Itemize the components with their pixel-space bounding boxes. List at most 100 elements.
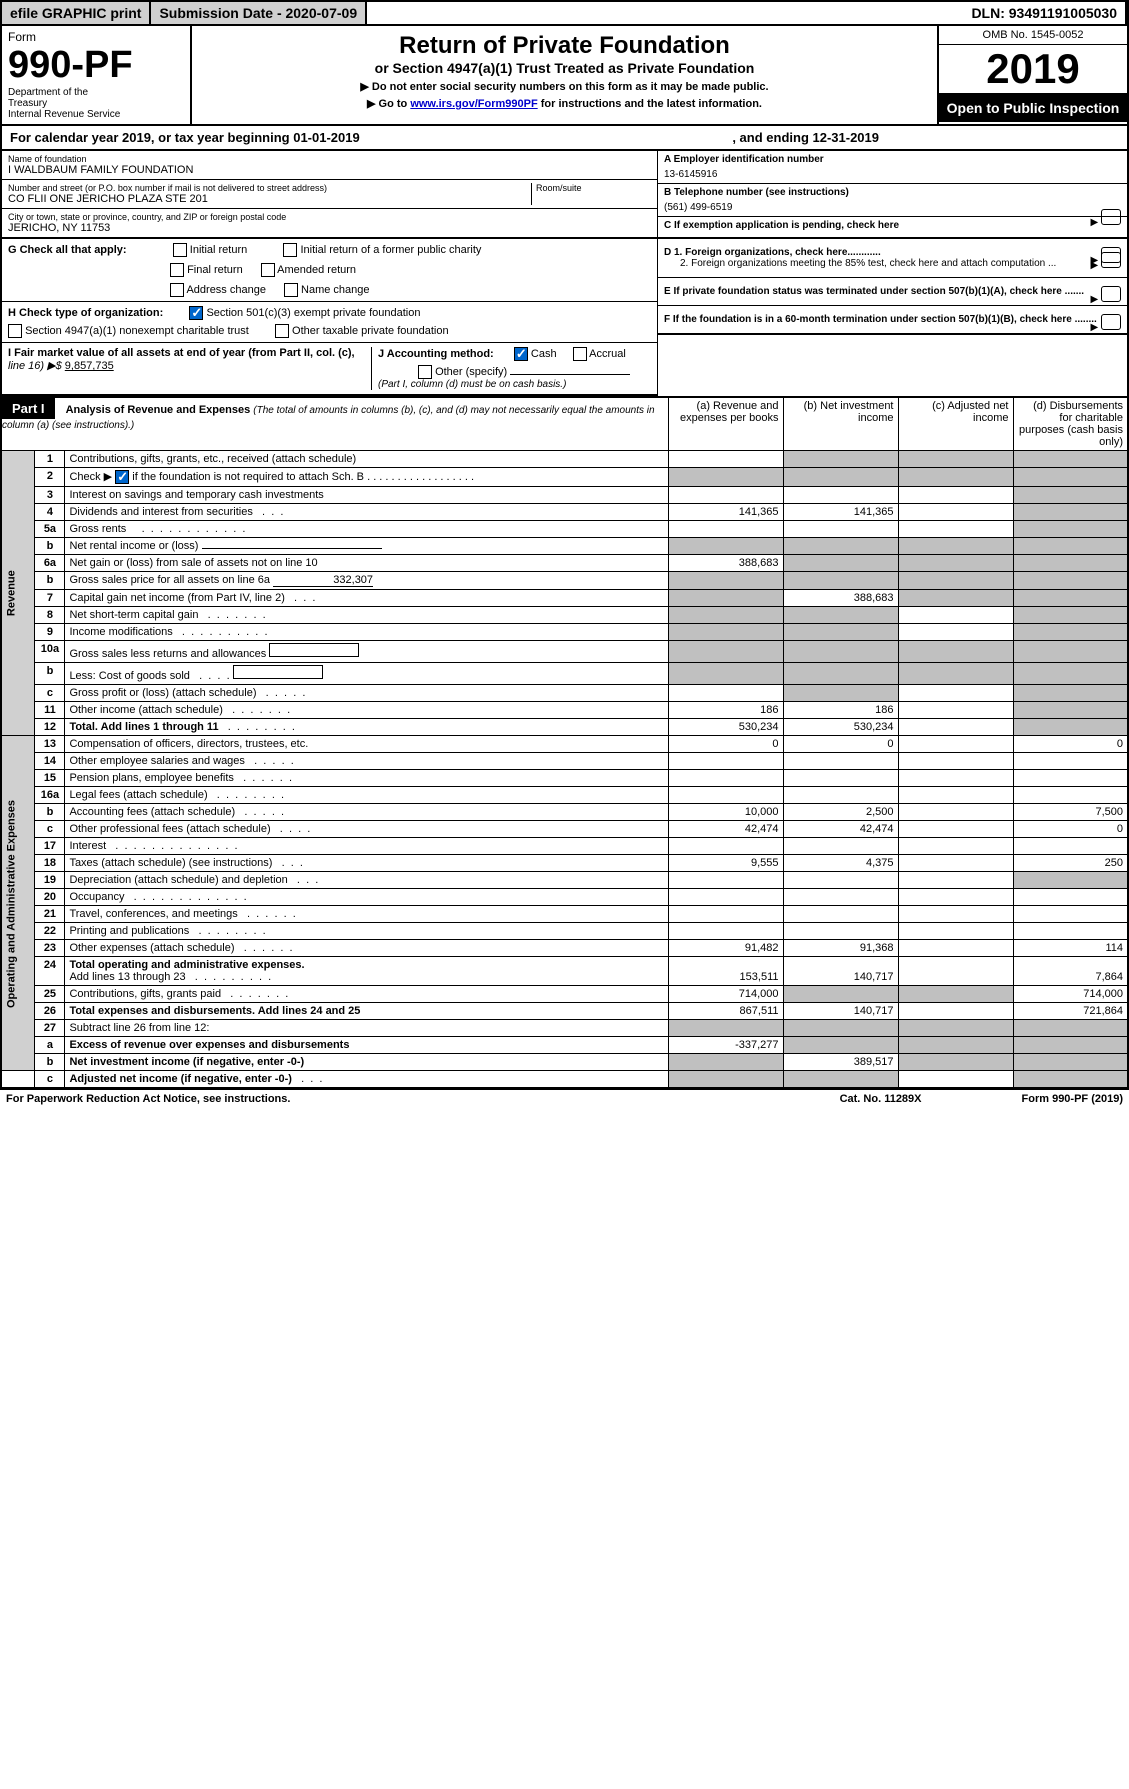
e-checkbox[interactable] <box>1101 286 1121 302</box>
line-27b: Net investment income (if negative, ente… <box>65 1054 668 1071</box>
tel-value: (561) 499-6519 <box>664 198 1121 213</box>
line-7: Capital gain net income (from Part IV, l… <box>65 590 668 607</box>
d2-checkbox[interactable] <box>1101 252 1121 268</box>
ein-value: 13-6145916 <box>664 165 1121 180</box>
top-bar: efile GRAPHIC print Submission Date - 20… <box>0 0 1129 26</box>
l12-b: 530,234 <box>783 719 898 736</box>
line-25: Contributions, gifts, grants paid . . . … <box>65 986 668 1003</box>
ein-label: A Employer identification number <box>664 154 1121 165</box>
j-note: (Part I, column (d) must be on cash basi… <box>378 379 651 390</box>
final-return-check[interactable] <box>170 263 184 277</box>
name-change-check[interactable] <box>284 283 298 297</box>
line-18: Taxes (attach schedule) (see instruction… <box>65 855 668 872</box>
name-label: Name of foundation <box>8 154 651 164</box>
omb-number: OMB No. 1545-0052 <box>939 26 1127 45</box>
room-label: Room/suite <box>536 183 651 193</box>
line-12: Total. Add lines 1 through 11 . . . . . … <box>65 719 668 736</box>
line-15: Pension plans, employee benefits . . . .… <box>65 770 668 787</box>
f-label: F If the foundation is in a 60-month ter… <box>664 314 1097 325</box>
city-state-zip: JERICHO, NY 11753 <box>8 222 651 234</box>
initial-return-check[interactable] <box>173 243 187 257</box>
line-4: Dividends and interest from securities .… <box>65 504 668 521</box>
line-22: Printing and publications . . . . . . . … <box>65 923 668 940</box>
line-2: Check ▶ if the foundation is not require… <box>65 468 668 487</box>
address: CO FLII ONE JERICHO PLAZA STE 201 <box>8 193 531 205</box>
info-block: Name of foundation I WALDBAUM FAMILY FOU… <box>0 151 1129 239</box>
dept-label: Department of theTreasuryInternal Revenu… <box>8 87 184 120</box>
line-16c: Other professional fees (attach schedule… <box>65 821 668 838</box>
line-23: Other expenses (attach schedule) . . . .… <box>65 940 668 957</box>
footer-formnum: Form 990-PF (2019) <box>1022 1093 1123 1105</box>
address-change-check[interactable] <box>170 283 184 297</box>
l12-a: 530,234 <box>668 719 783 736</box>
line-27c: Adjusted net income (if negative, enter … <box>65 1071 668 1089</box>
other-taxable-check[interactable] <box>275 324 289 338</box>
f-checkbox[interactable] <box>1101 314 1121 330</box>
i-line16: line 16) ▶$ <box>8 360 62 372</box>
form-note1: ▶ Do not enter social security numbers o… <box>198 80 931 93</box>
amended-return-check[interactable] <box>261 263 275 277</box>
line-20: Occupancy . . . . . . . . . . . . . <box>65 889 668 906</box>
line-19: Depreciation (attach schedule) and deple… <box>65 872 668 889</box>
city-label: City or town, state or province, country… <box>8 212 651 222</box>
line-16a: Legal fees (attach schedule) . . . . . .… <box>65 787 668 804</box>
footer-left: For Paperwork Reduction Act Notice, see … <box>6 1093 290 1105</box>
501c3-check[interactable] <box>189 306 203 320</box>
g-through-f-block: G Check all that apply: Initial return I… <box>0 239 1129 396</box>
4947-check[interactable] <box>8 324 22 338</box>
line-5a: Gross rents . . . . . . . . . . . . <box>65 521 668 538</box>
c-checkbox[interactable] <box>1101 209 1121 225</box>
other-method-check[interactable] <box>418 365 432 379</box>
revenue-label: Revenue <box>1 451 35 736</box>
calendar-year-row: For calendar year 2019, or tax year begi… <box>0 126 1129 151</box>
e-label: E If private foundation status was termi… <box>664 286 1084 297</box>
line-27: Subtract line 26 from line 12: <box>65 1020 668 1037</box>
col-b-head: (b) Net investment income <box>783 397 898 451</box>
tel-label: B Telephone number (see instructions) <box>664 187 1121 198</box>
g-label: G Check all that apply: <box>8 244 127 256</box>
l6a-a: 388,683 <box>668 555 783 572</box>
line-1: Contributions, gifts, grants, etc., rece… <box>65 451 668 468</box>
accrual-check[interactable] <box>573 347 587 361</box>
l11-b: 186 <box>783 702 898 719</box>
page-footer: For Paperwork Reduction Act Notice, see … <box>0 1089 1129 1108</box>
d2-label: 2. Foreign organizations meeting the 85%… <box>664 258 1121 269</box>
l11-a: 186 <box>668 702 783 719</box>
c-label: C If exemption application is pending, c… <box>664 220 899 231</box>
form-subtitle: or Section 4947(a)(1) Trust Treated as P… <box>198 60 931 76</box>
i-value: 9,857,735 <box>65 360 114 372</box>
line-10a: Gross sales less returns and allowances <box>65 641 668 663</box>
efile-label: efile GRAPHIC print <box>2 2 151 24</box>
open-to-public: Open to Public Inspection <box>939 94 1127 122</box>
dln: DLN: 93491191005030 <box>963 2 1127 24</box>
form-number: 990-PF <box>8 44 184 87</box>
part1-title: Analysis of Revenue and Expenses <box>66 404 251 416</box>
line-11: Other income (attach schedule) . . . . .… <box>65 702 668 719</box>
line-10b: Less: Cost of goods sold . . . . <box>65 663 668 685</box>
col-d-head: (d) Disbursements for charitable purpose… <box>1013 397 1128 451</box>
line-16b: Accounting fees (attach schedule) . . . … <box>65 804 668 821</box>
line-14: Other employee salaries and wages . . . … <box>65 753 668 770</box>
line-21: Travel, conferences, and meetings . . . … <box>65 906 668 923</box>
line-27a: Excess of revenue over expenses and disb… <box>65 1037 668 1054</box>
sch-b-check[interactable] <box>115 470 129 484</box>
part1-table: Part I Analysis of Revenue and Expenses … <box>0 396 1129 1089</box>
i-label: I Fair market value of all assets at end… <box>8 347 355 359</box>
l4-a: 141,365 <box>668 504 783 521</box>
col-c-head: (c) Adjusted net income <box>898 397 1013 451</box>
line-24: Total operating and administrative expen… <box>65 957 668 986</box>
line-9: Income modifications . . . . . . . . . . <box>65 624 668 641</box>
irs-link[interactable]: www.irs.gov/Form990PF <box>410 98 537 110</box>
form-title: Return of Private Foundation <box>198 32 931 60</box>
initial-former-check[interactable] <box>283 243 297 257</box>
line-6b: Gross sales price for all assets on line… <box>65 572 668 590</box>
col-a-head: (a) Revenue and expenses per books <box>668 397 783 451</box>
cash-check[interactable] <box>514 347 528 361</box>
j-label: J Accounting method: <box>378 348 494 360</box>
d1-label: D 1. Foreign organizations, check here..… <box>664 247 881 258</box>
line-26: Total expenses and disbursements. Add li… <box>65 1003 668 1020</box>
form-word: Form <box>8 30 184 44</box>
h-label: H Check type of organization: <box>8 307 163 319</box>
form-header: Form 990-PF Department of theTreasuryInt… <box>0 26 1129 126</box>
tax-year: 2019 <box>939 45 1127 94</box>
